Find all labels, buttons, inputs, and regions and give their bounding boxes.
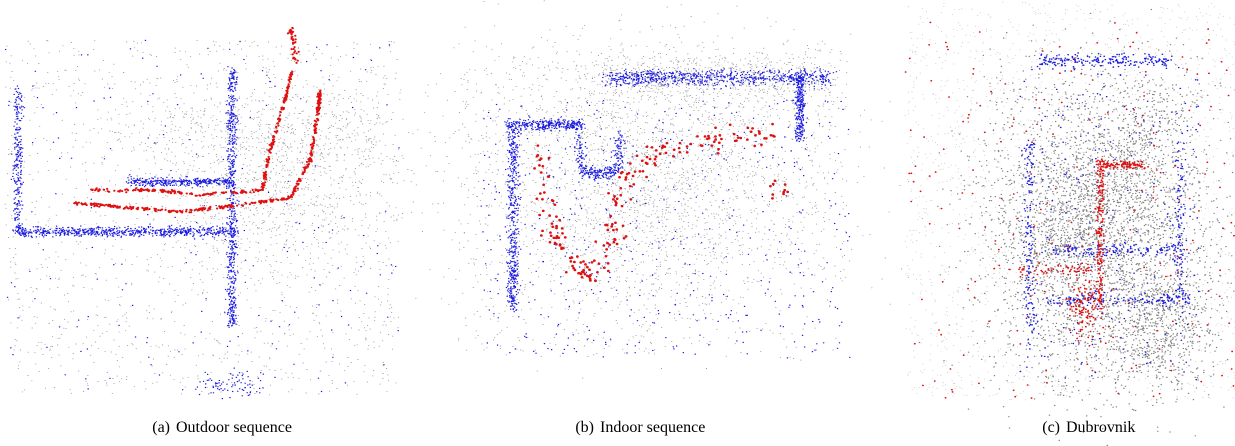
- panel-caption: Outdoor sequence: [176, 419, 292, 436]
- panel-caption: Indoor sequence: [600, 419, 705, 436]
- panel-label: (b): [575, 419, 594, 436]
- figure: (a) Outdoor sequence (b) Indoor sequence…: [0, 0, 1235, 446]
- point-cloud-blue: [481, 68, 850, 358]
- point-cloud-gray: [393, 0, 934, 378]
- point-cloud-gray: [919, 0, 1235, 446]
- panel-indoor: [393, 0, 934, 378]
- panel-caption: Dubrovnik: [1066, 419, 1135, 436]
- panel-label: (a): [152, 419, 170, 436]
- point-cloud-red: [534, 124, 787, 281]
- panel-label: (c): [1042, 419, 1060, 436]
- panel-outdoor: [5, 28, 449, 399]
- page: (a) Outdoor sequence (b) Indoor sequence…: [0, 0, 1235, 446]
- point-cloud-blue: [6, 40, 400, 398]
- point-cloud-red: [906, 22, 1235, 398]
- panel-dubrovnik: [905, 0, 1235, 446]
